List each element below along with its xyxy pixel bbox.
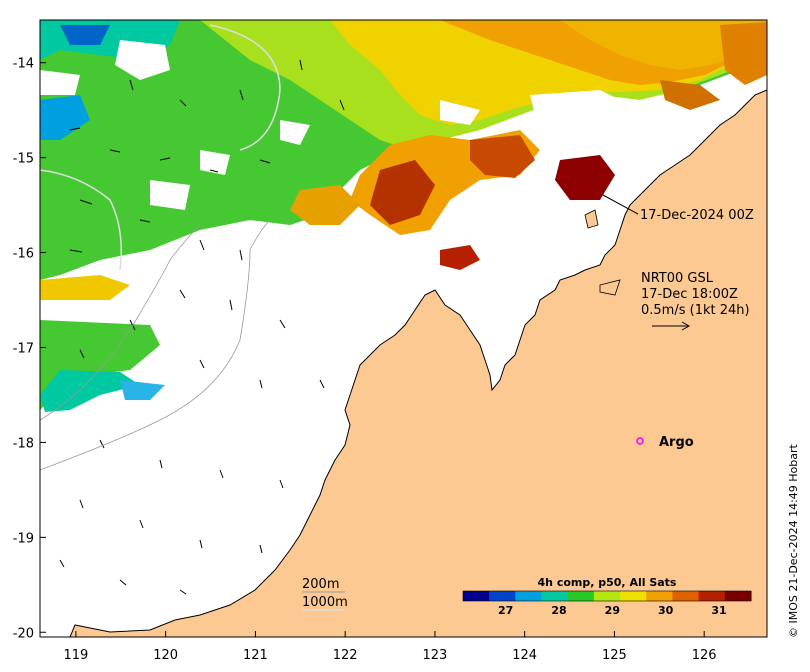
x-axis: 119 120 121 122 123 124 125 126 [63, 631, 717, 663]
sst-field [40, 20, 767, 412]
colorbar-title: 4h comp, p50, All Sats [538, 576, 677, 589]
satellite-time-label: 17-Dec-2024 00Z [640, 208, 754, 223]
current-product-label: NRT00 GSL [641, 271, 714, 286]
current-time-label: 17-Dec 18:00Z [641, 287, 738, 302]
colorbar-swatch [620, 591, 647, 601]
colorbar-tick-label: 29 [605, 604, 620, 617]
x-tick-label: 119 [63, 648, 88, 663]
land [69, 89, 768, 638]
x-tick-label: 123 [422, 648, 447, 663]
y-tick-label: -14 [13, 57, 34, 72]
x-tick-label: 121 [243, 648, 268, 663]
colorbar-swatch [463, 591, 490, 601]
y-tick-label: -17 [13, 341, 34, 356]
y-axis: -14 -15 -16 -17 -18 -19 -20 [13, 57, 46, 641]
colorbar-swatch [698, 591, 726, 601]
colorbar-tick-label: 31 [711, 604, 726, 617]
colorbar-swatch [646, 591, 673, 601]
colorbar-tick-label: 30 [658, 604, 674, 617]
x-tick-label: 126 [692, 648, 717, 663]
current-scale-label: 0.5m/s (1kt 24h) [641, 303, 750, 318]
y-tick-label: -18 [13, 436, 34, 451]
x-tick-label: 124 [512, 648, 537, 663]
colorbar-swatch [515, 591, 543, 601]
colorbar-swatch [672, 591, 700, 601]
colorbar-swatch [567, 591, 595, 601]
x-tick-label: 122 [333, 648, 358, 663]
colorbar: 4h comp, p50, All Sats 27 28 29 30 31 [462, 576, 752, 617]
colorbar-tick-label: 27 [498, 604, 513, 617]
colorbar-swatch [593, 591, 621, 601]
plot-frame [39, 19, 768, 638]
colorbar-swatch [489, 591, 516, 601]
colorbar-swatch [541, 591, 569, 601]
argo-marker-icon[interactable] [636, 437, 644, 445]
colorbar-outline [462, 590, 752, 602]
colorbar-ticks: 27 28 29 30 31 [498, 604, 727, 617]
isobath-200-label: 200m [302, 577, 339, 592]
current-scale-arrow-icon [652, 321, 691, 331]
argo-label: Argo [659, 435, 694, 450]
x-tick-label: 120 [153, 648, 178, 663]
x-tick-label: 125 [602, 648, 627, 663]
y-tick-label: -15 [13, 152, 34, 167]
credit-label: © IMOS 21-Dec-2024 14:49 Hobart [787, 443, 800, 638]
y-tick-label: -19 [13, 531, 34, 546]
isobaths [39, 24, 281, 471]
colorbar-gradient [462, 590, 752, 602]
isobath-1000-label: 1000m [302, 595, 348, 610]
y-tick-label: -20 [13, 626, 34, 641]
colorbar-tick-label: 28 [551, 604, 566, 617]
satellite-time-leader [602, 194, 639, 215]
colorbar-swatch [724, 591, 752, 601]
y-tick-label: -16 [13, 247, 34, 262]
